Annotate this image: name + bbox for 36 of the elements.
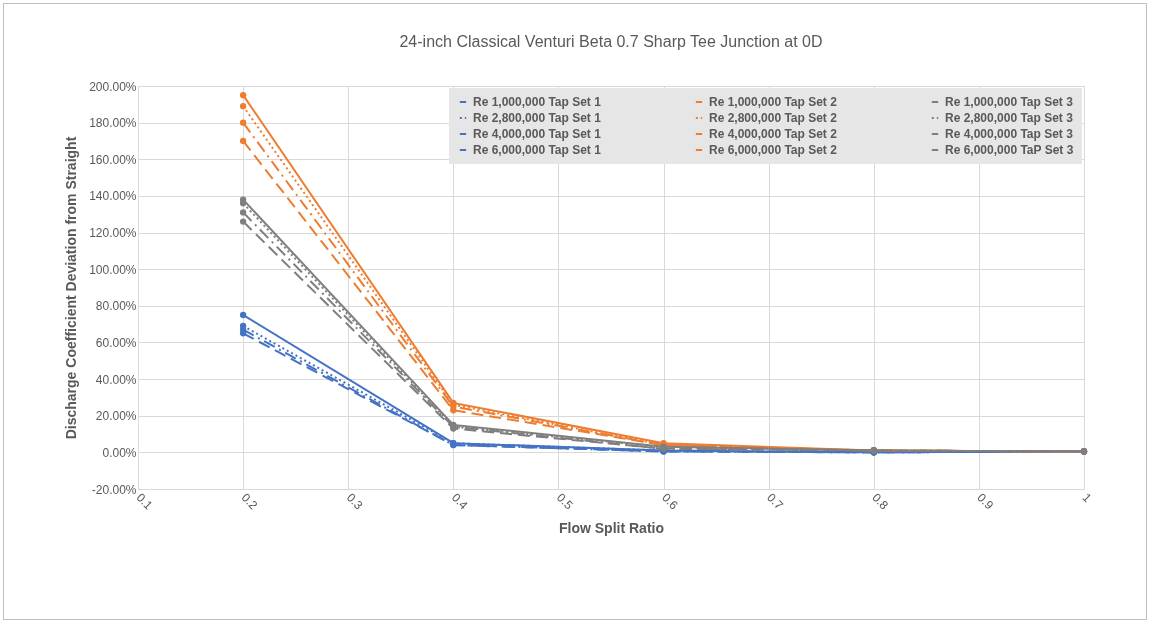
- legend-label: Re 1,000,000 Tap Set 2: [709, 95, 838, 109]
- y-tick-label: 80.00%: [95, 299, 137, 314]
- legend-label: Re 1,000,000 Tap Set 1: [473, 95, 602, 109]
- x-tick-label: 0.3: [343, 490, 366, 513]
- chart-title: 24-inch Classical Venturi Beta 0.7 Sharp Tee Junction at 0D: [399, 33, 823, 50]
- y-tick-label: 120.00%: [89, 226, 137, 241]
- y-tick-label: 160.00%: [89, 152, 137, 167]
- legend-label: Re 6,000,000 Tap Set 1: [473, 143, 602, 157]
- x-tick-label: 0.6: [659, 490, 682, 513]
- y-tick-label: -20.00%: [91, 482, 137, 497]
- x-tick-label: 0.4: [448, 490, 471, 513]
- legend-label: Re 2,800,000 Tap Set 3: [945, 111, 1074, 125]
- x-axis-title: Flow Split Ratio: [559, 519, 664, 536]
- x-tick-label: 0.5: [553, 490, 576, 513]
- y-tick-label: 200.00%: [89, 79, 137, 94]
- x-tick-label: 1: [1079, 490, 1095, 506]
- y-tick-label: 40.00%: [95, 372, 137, 387]
- legend-label: Re 4,000,000 Tap Set 1: [473, 127, 602, 141]
- y-tick-label: 60.00%: [95, 335, 137, 350]
- legend-label: Re 2,800,000 Tap Set 2: [709, 111, 838, 125]
- y-tick-label: 140.00%: [89, 189, 137, 204]
- legend-label: Re 1,000,000 Tap Set 3: [945, 95, 1074, 109]
- legend-label: Re 4,000,000 Tap Set 2: [709, 127, 838, 141]
- y-tick-label: 0.00%: [102, 445, 137, 460]
- y-tick-label: 180.00%: [89, 116, 137, 131]
- legend-label: Re 2,800,000 Tap Set 1: [473, 111, 602, 125]
- y-axis-title: Discharge Coefficient Deviation from Straight: [63, 136, 80, 440]
- legend-label: Re 6,000,000 Tap Set 2: [709, 143, 838, 157]
- x-tick-label: 0.9: [974, 490, 997, 513]
- x-tick-label: 0.8: [869, 490, 892, 513]
- y-tick-label: 100.00%: [89, 262, 137, 277]
- legend-label: Re 4,000,000 Tap Set 3: [945, 127, 1074, 141]
- y-tick-label: 20.00%: [95, 409, 137, 424]
- x-tick-label: 0.2: [238, 490, 261, 513]
- x-tick-label: 0.7: [764, 490, 787, 513]
- legend-label: Re 6,000,000 TaP Set 3: [945, 143, 1074, 157]
